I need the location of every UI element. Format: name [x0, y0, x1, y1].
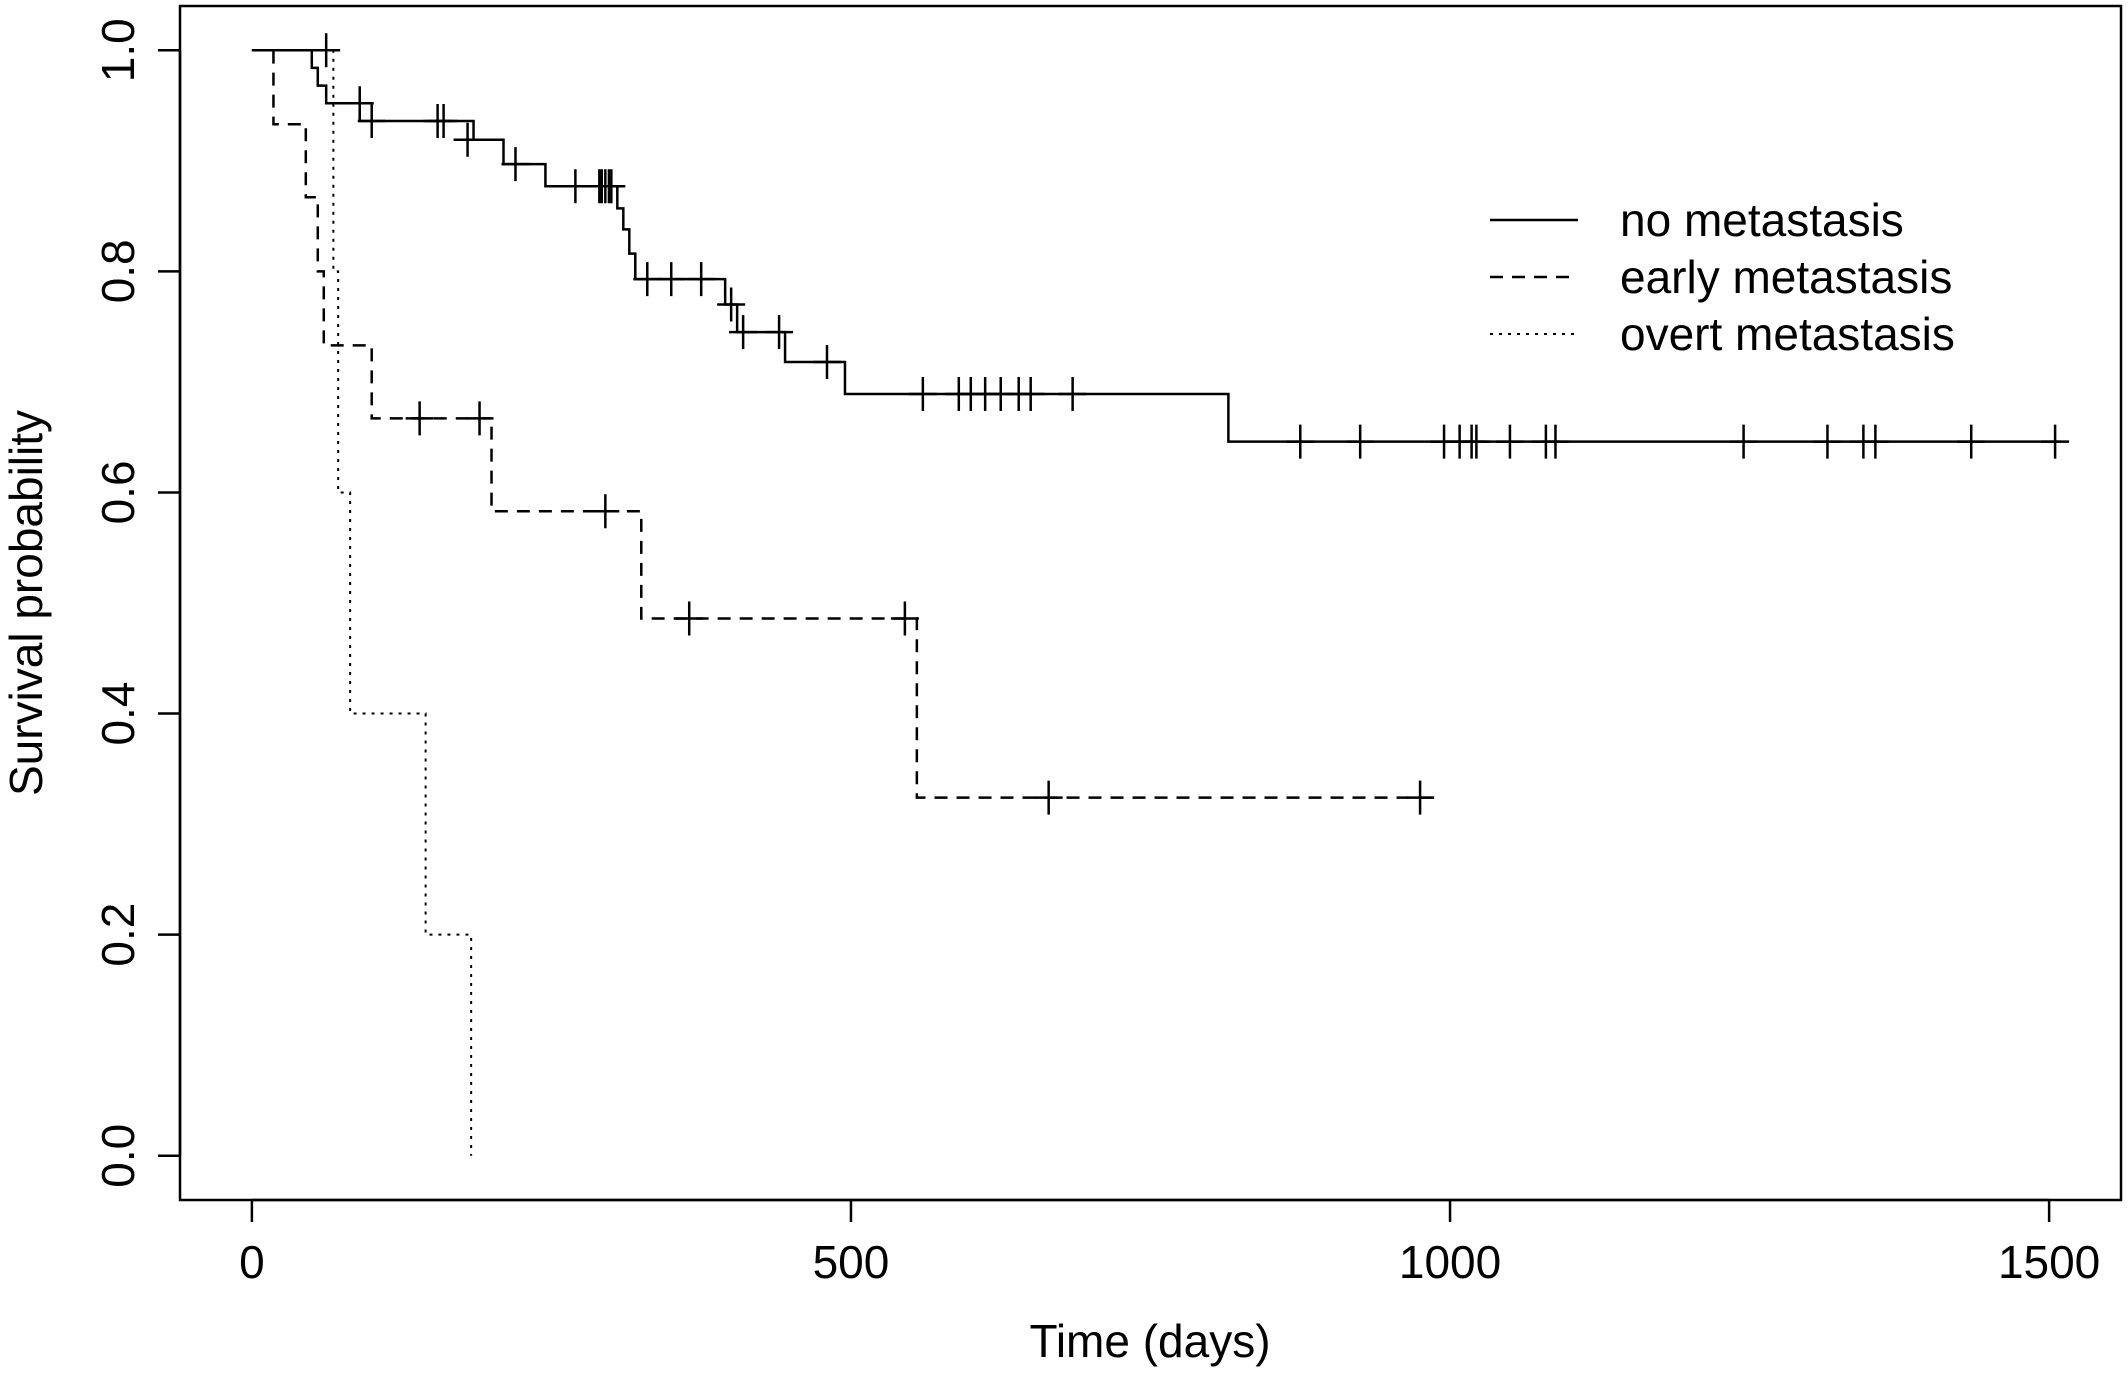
censor-mark-no-metastasis — [1861, 424, 1890, 459]
series-line-overt-metastasis — [251, 49, 473, 1156]
censor-mark-early-metastasis — [675, 601, 704, 636]
censor-mark-no-metastasis — [1058, 377, 1087, 412]
censor-mark-no-metastasis — [717, 287, 746, 322]
censor-mark-no-metastasis — [1346, 424, 1375, 459]
censor-mark-no-metastasis — [357, 103, 386, 138]
censor-mark-early-metastasis — [591, 494, 620, 529]
series-line-no-metastasis — [251, 48, 2062, 443]
censor-mark-no-metastasis — [2041, 424, 2070, 459]
x-axis-title: Time (days) — [1029, 1315, 1270, 1367]
y-tick-label: 1.0 — [92, 18, 144, 82]
y-tick-label: 0.0 — [92, 1124, 144, 1188]
censor-mark-no-metastasis — [453, 122, 482, 157]
y-tick-label: 0.6 — [92, 460, 144, 524]
y-tick-label: 0.8 — [92, 239, 144, 303]
censor-mark-no-metastasis — [1813, 424, 1842, 459]
censor-mark-early-metastasis — [465, 401, 494, 436]
x-tick-label: 0 — [239, 1236, 265, 1288]
censor-mark-no-metastasis — [813, 344, 841, 379]
censor-mark-no-metastasis — [1957, 424, 1986, 459]
censor-mark-no-metastasis — [429, 103, 458, 138]
legend-label-no-metastasis: no metastasis — [1620, 194, 1904, 246]
censor-mark-early-metastasis — [890, 601, 919, 636]
legend-label-early-metastasis: early metastasis — [1620, 251, 1952, 303]
censor-mark-no-metastasis — [1286, 424, 1315, 459]
series-layer — [251, 33, 2070, 1156]
series-line-early-metastasis — [251, 48, 1433, 799]
censor-mark-no-metastasis — [345, 86, 374, 121]
censor-mark-no-metastasis — [687, 262, 716, 297]
censor-mark-no-metastasis — [1541, 424, 1570, 459]
y-axis-title: Survival probability — [0, 410, 52, 796]
censor-mark-no-metastasis — [633, 262, 662, 297]
censor-mark-no-metastasis — [657, 262, 686, 297]
censor-mark-no-metastasis — [1462, 424, 1491, 459]
censor-mark-no-metastasis — [597, 169, 626, 204]
censor-mark-no-metastasis — [729, 315, 758, 350]
x-tick-label: 500 — [813, 1236, 890, 1288]
y-tick-label: 0.4 — [92, 682, 144, 746]
censor-mark-early-metastasis — [1406, 780, 1435, 815]
censor-mark-no-metastasis — [908, 377, 937, 412]
censor-mark-early-metastasis — [1034, 780, 1063, 815]
x-tick-label: 1500 — [1998, 1236, 2100, 1288]
censor-mark-no-metastasis — [1495, 424, 1524, 459]
censor-mark-no-metastasis — [1729, 424, 1758, 459]
censor-mark-no-metastasis — [1016, 377, 1045, 412]
censor-mark-no-metastasis — [561, 169, 590, 204]
y-tick-label: 0.2 — [92, 903, 144, 967]
x-axis: 0 500 1000 1500 — [239, 1198, 2100, 1288]
censor-mark-early-metastasis — [405, 401, 434, 436]
x-tick-label: 1000 — [1399, 1236, 1501, 1288]
y-axis: 0.0 0.2 0.4 0.6 0.8 1.0 — [92, 18, 182, 1188]
censor-mark-no-metastasis — [765, 315, 794, 350]
legend-label-overt-metastasis: overt metastasis — [1620, 308, 1955, 360]
censor-mark-no-metastasis — [501, 147, 530, 182]
